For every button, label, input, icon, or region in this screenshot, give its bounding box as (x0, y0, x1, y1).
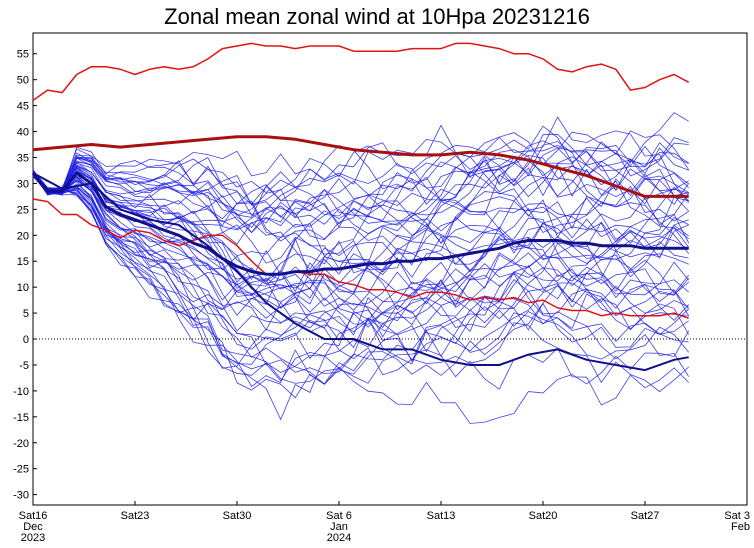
x-tick-label: 2023 (21, 532, 45, 544)
ensemble-member-line (32, 161, 689, 270)
y-tick-label: 5 (23, 308, 29, 320)
series-layer (31, 42, 690, 372)
ensemble-member-line (32, 156, 690, 242)
climatology-mean-line (32, 135, 689, 198)
ensemble-member-line (32, 172, 690, 377)
plot-area (32, 32, 748, 506)
y-tick-label: -20 (13, 438, 29, 450)
ensemble-member-low-line (32, 172, 689, 372)
ensemble-member-line (32, 170, 689, 281)
ensemble-member-line (32, 154, 690, 251)
ensemble-member-line (32, 140, 689, 205)
ensemble-member-line (32, 137, 689, 193)
ensemble-member-line (32, 173, 689, 406)
climatology-max-line (32, 42, 690, 102)
ensemble-member-line (32, 148, 689, 205)
ensemble-member-line (32, 171, 690, 424)
x-tick-label: Jan (330, 521, 348, 533)
x-tick-label: Sat16 (19, 510, 48, 522)
ensemble-mean-line (31, 171, 689, 276)
ensemble-member-line (32, 146, 689, 222)
ensemble-member-line (32, 175, 690, 365)
ensemble-member-line (32, 170, 689, 369)
chart-title: Zonal mean zonal wind at 10Hpa 20231216 (164, 4, 590, 29)
y-tick-label: -25 (13, 464, 29, 476)
x-tick-label: Sat 3 (724, 510, 750, 522)
x-tick-label: Dec (23, 521, 43, 533)
y-tick-label: -30 (13, 490, 29, 502)
ensemble-member-line (32, 116, 689, 221)
ensemble-member-line (32, 171, 689, 388)
axes-layer: 5550454035302520151050-5-10-15-20-25-30S… (13, 49, 750, 544)
y-tick-label: 0 (23, 334, 29, 346)
y-tick-label: -10 (13, 386, 29, 398)
ensemble-member-line (32, 168, 689, 290)
ensemble-member-line (32, 173, 689, 345)
y-tick-label: 35 (17, 152, 29, 164)
ensemble-member-line (32, 175, 689, 342)
x-tick-label: Sat30 (223, 510, 252, 522)
x-tick-label: Sat23 (121, 510, 150, 522)
ensemble-member-line (32, 124, 689, 194)
ensemble-member-line (32, 170, 690, 382)
x-tick-label: Feb (731, 521, 750, 533)
y-tick-label: 55 (17, 49, 29, 61)
y-tick-label: 40 (17, 127, 29, 139)
y-tick-label: 15 (17, 256, 29, 268)
ensemble-member-line (32, 169, 690, 311)
ensemble-member-line (32, 160, 689, 219)
y-tick-label: 20 (17, 230, 29, 242)
x-tick-label: Sat13 (427, 510, 456, 522)
y-tick-label: 30 (17, 178, 29, 190)
ensemble-member-line (32, 165, 689, 303)
ensemble-member-line (32, 144, 689, 301)
ensemble-member-line (32, 174, 689, 342)
ensemble-member-line (32, 147, 689, 225)
ensemble-member-line (32, 112, 689, 241)
ensemble-member-line (32, 170, 690, 421)
y-tick-label: -5 (19, 360, 29, 372)
ensemble-member-line (32, 175, 689, 314)
ensemble-member-line (32, 170, 689, 319)
plot-frame (32, 32, 748, 506)
x-tick-label: Sat27 (631, 510, 660, 522)
y-tick-label: 50 (17, 75, 29, 87)
x-tick-label: Sat20 (529, 510, 558, 522)
ensemble-member-line (32, 167, 690, 254)
y-tick-label: 45 (17, 101, 29, 113)
ensemble-member-line (32, 172, 689, 393)
y-tick-label: 25 (17, 204, 29, 216)
y-tick-label: -15 (13, 412, 29, 424)
y-tick-label: 10 (17, 282, 29, 294)
x-tick-label: 2024 (327, 532, 351, 544)
ensemble-member-line (32, 175, 689, 286)
ensemble-member-line (32, 170, 689, 375)
ensemble-member-line (32, 145, 689, 270)
x-tick-label: Sat 6 (326, 510, 352, 522)
climatology-min-line (32, 198, 689, 320)
